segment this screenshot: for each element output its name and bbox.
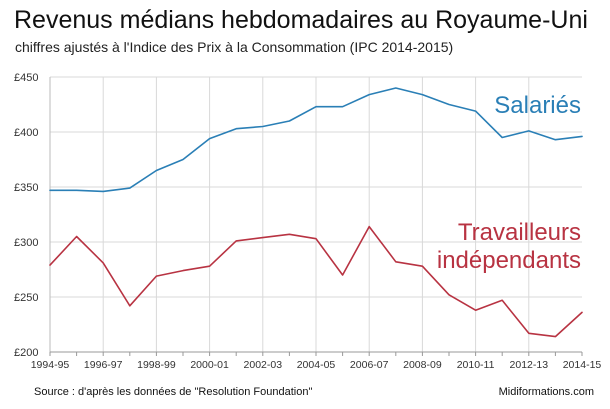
x-axis: 1994-95 1996-97 1998-99 2000-01 2002-03 2004-… (31, 351, 602, 371)
x-tick-label: 2006-07 (350, 359, 389, 371)
source-note: Source : d'après les données de "Resolut… (34, 386, 313, 398)
y-tick-label: £200 (14, 347, 38, 359)
chart-title: Revenus médians hebdomadaires au Royaume… (14, 6, 588, 34)
y-tick-label: £250 (14, 292, 38, 304)
series-lines (49, 87, 583, 338)
series-label-salaries: Salariés (494, 92, 581, 119)
x-tick-label: 2010-11 (457, 359, 495, 371)
x-tick-label: 2004-05 (297, 359, 336, 371)
y-tick-label: £400 (14, 127, 38, 139)
y-tick-label: £300 (14, 237, 38, 249)
x-tick-label: 2008-09 (403, 359, 442, 371)
x-tick-label: 2012-13 (510, 359, 549, 371)
x-tick-label: 2002-03 (244, 359, 283, 371)
x-tick-label: 1996-97 (84, 359, 123, 371)
series-label-independants-line: indépendants (437, 247, 581, 274)
series-line-salaries (49, 87, 583, 193)
y-tick-label: £450 (14, 72, 38, 84)
x-tick-label: 2014-15 (563, 359, 602, 371)
y-axis: £200 £250 £300 £350 £400 £450 (14, 72, 51, 359)
chart-subtitle: chiffres ajustés à l'Indice des Prix à l… (15, 39, 454, 55)
y-tick-label: £350 (14, 182, 38, 194)
series-line-independants (49, 225, 583, 338)
series-label-independants-line: Travailleurs (458, 219, 581, 246)
x-tick-label: 2000-01 (190, 359, 229, 371)
credit-note: Midiformations.com (498, 386, 594, 398)
x-tick-label: 1994-95 (31, 359, 70, 371)
x-tick-label: 1998-99 (137, 359, 176, 371)
